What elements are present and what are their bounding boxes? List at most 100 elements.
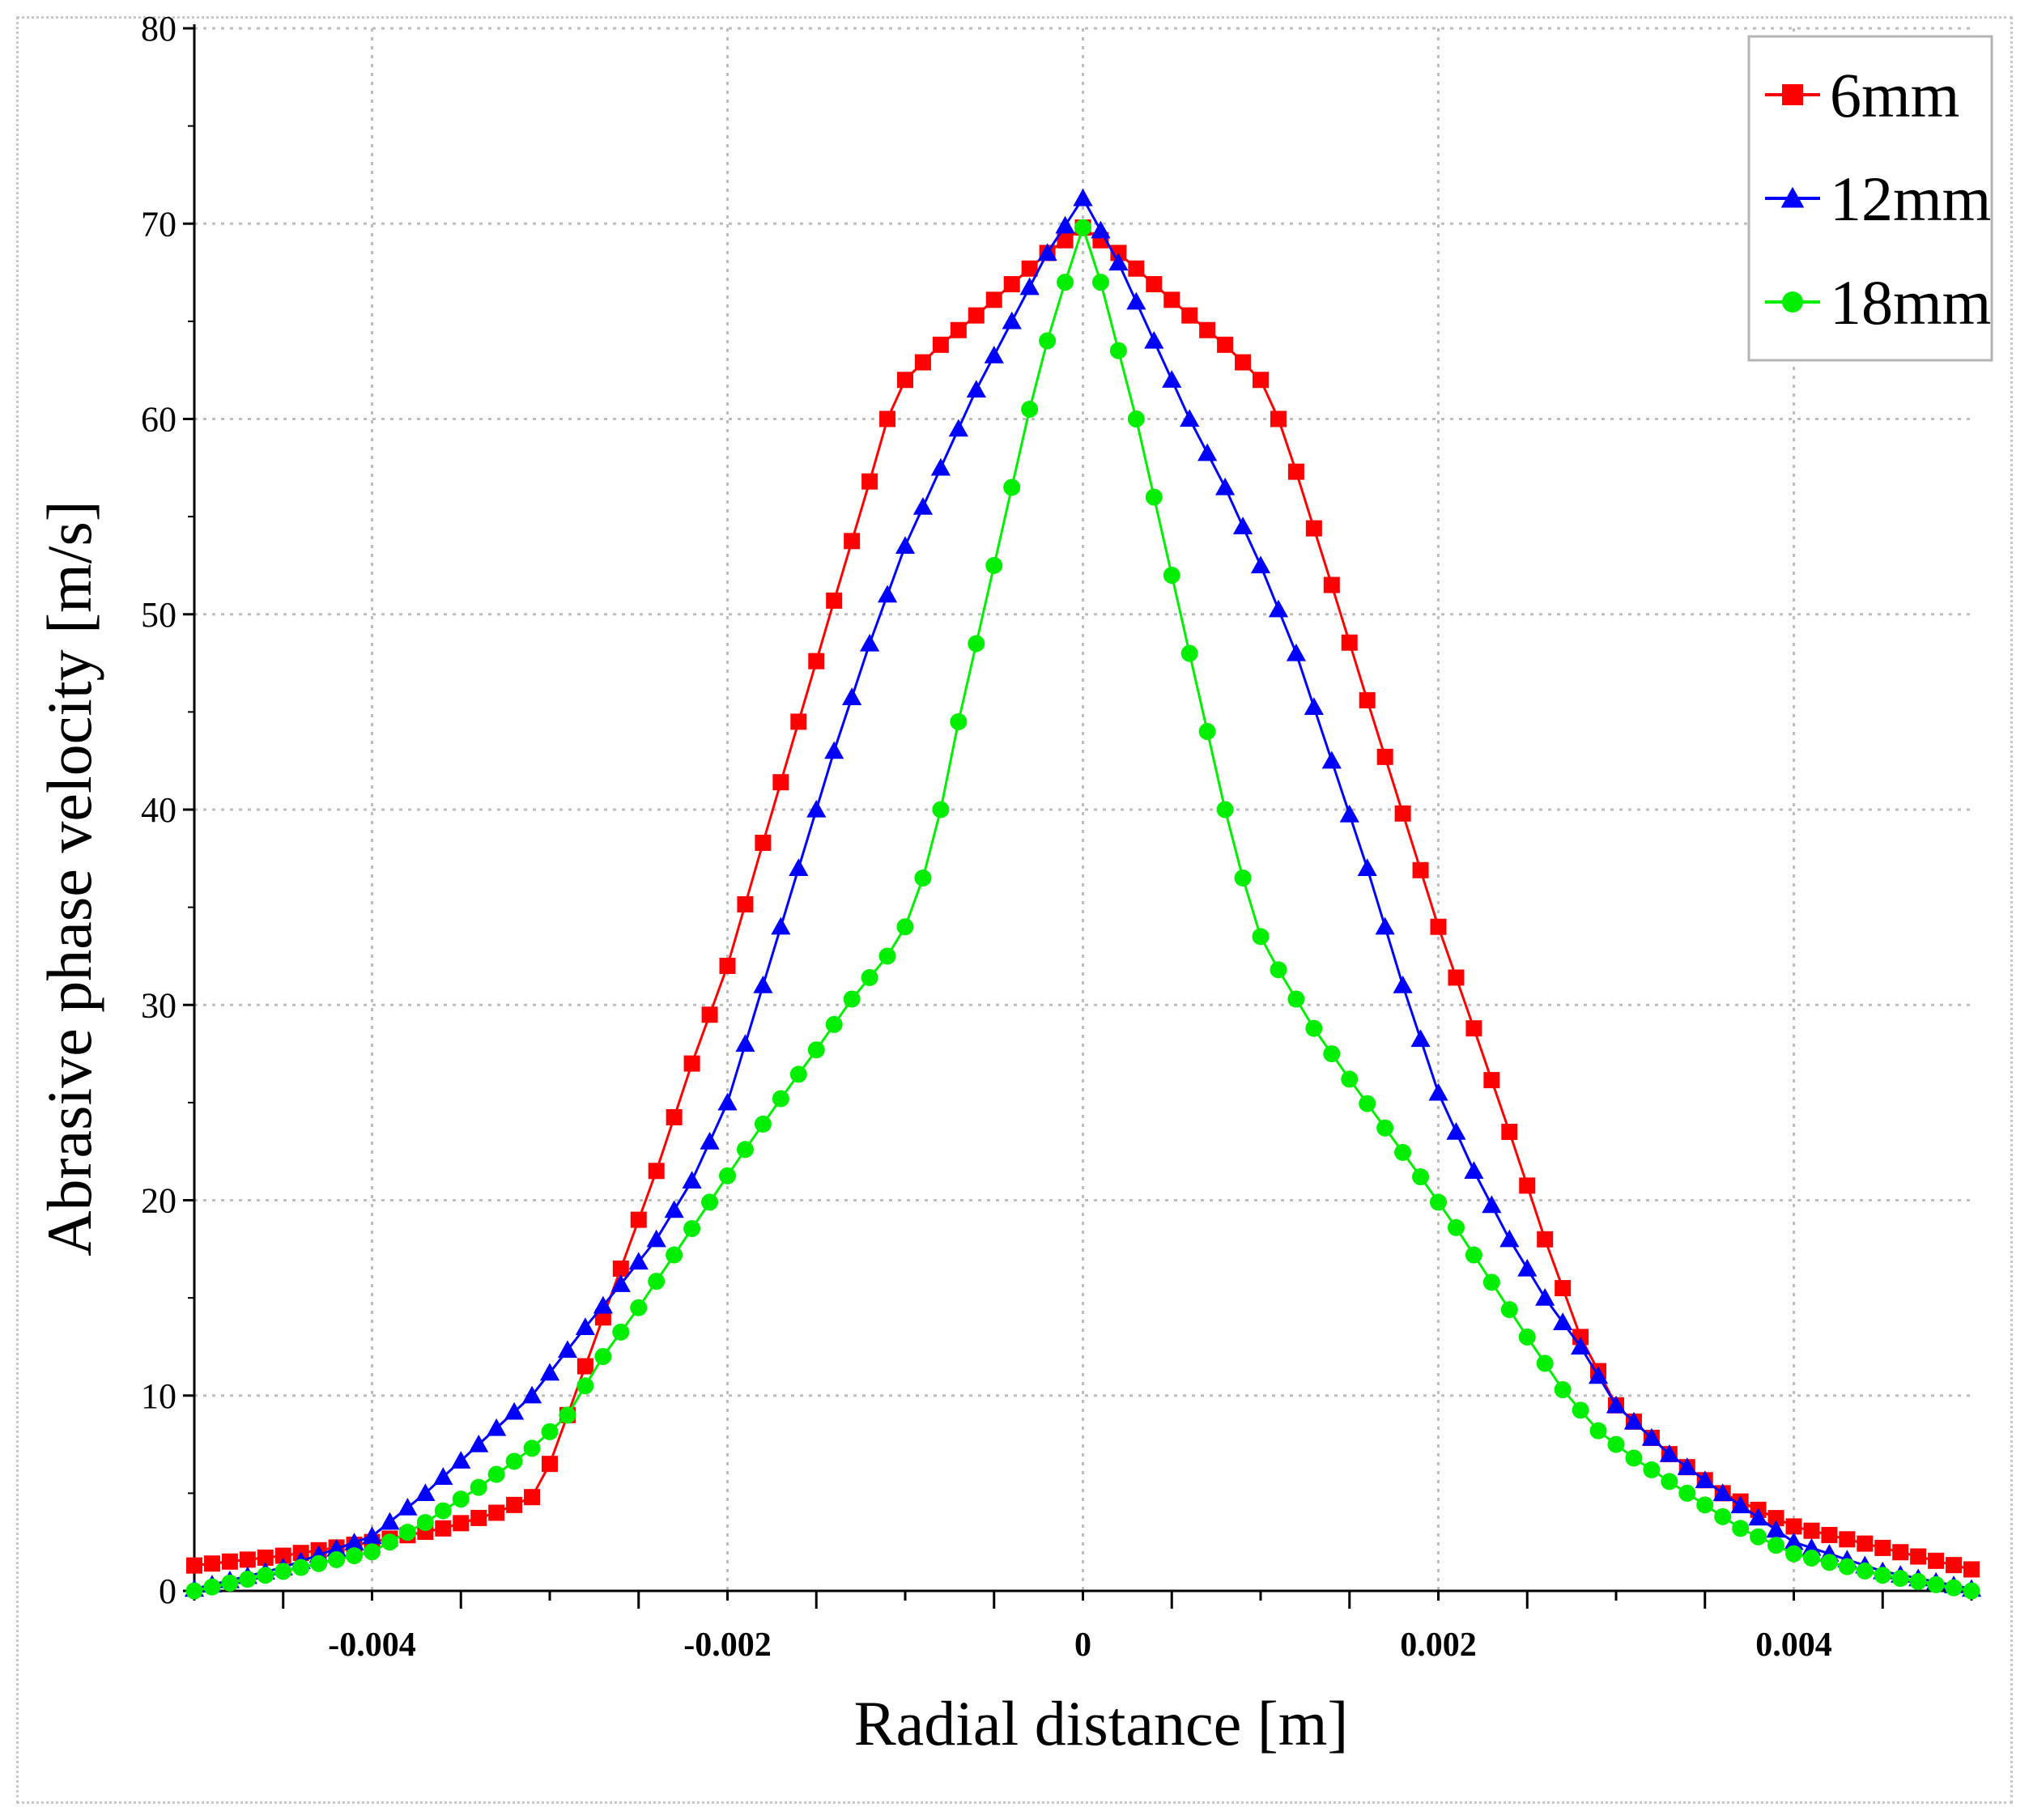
y-tick-label: 0 xyxy=(159,1571,177,1611)
y-tick-label: 60 xyxy=(141,400,177,440)
data-point xyxy=(1536,1354,1554,1372)
data-point xyxy=(879,410,896,427)
data-point xyxy=(576,1377,594,1395)
data-point xyxy=(735,1034,755,1052)
data-point xyxy=(1447,1218,1465,1236)
data-point xyxy=(1482,1195,1502,1214)
data-point xyxy=(1839,1531,1856,1548)
data-point xyxy=(1305,1019,1323,1037)
data-point xyxy=(1037,243,1057,262)
data-point xyxy=(1446,1121,1466,1140)
data-point xyxy=(221,1574,239,1592)
data-point xyxy=(914,354,931,371)
data-point xyxy=(1359,691,1376,708)
data-point xyxy=(1109,342,1127,359)
data-point xyxy=(310,1554,328,1572)
data-point xyxy=(1304,697,1324,716)
data-point xyxy=(1074,219,1091,236)
data-point xyxy=(719,1167,736,1184)
y-tick-label: 40 xyxy=(141,790,177,830)
data-point xyxy=(648,1273,666,1291)
data-point xyxy=(1250,555,1271,574)
data-point xyxy=(505,1452,523,1470)
data-point xyxy=(488,1504,505,1521)
data-point xyxy=(948,419,968,437)
data-point xyxy=(808,653,825,670)
data-point xyxy=(1216,801,1234,819)
data-point xyxy=(1661,1473,1678,1490)
data-point xyxy=(326,1538,347,1557)
data-point xyxy=(1448,969,1465,986)
y-axis-label: Abrasive phase velocity [m/s] xyxy=(34,500,104,1257)
data-point xyxy=(664,1200,684,1218)
data-point xyxy=(826,592,843,609)
data-point xyxy=(1465,1020,1482,1037)
data-point xyxy=(1659,1444,1679,1462)
data-point xyxy=(1501,1124,1518,1141)
data-point xyxy=(1057,232,1074,249)
data-point xyxy=(844,533,861,550)
legend-entry-6mm: 6mm xyxy=(1765,60,1959,130)
data-point xyxy=(1553,1312,1573,1330)
data-point xyxy=(1625,1449,1643,1467)
data-point xyxy=(1057,274,1074,291)
x-tick-label: 0.004 xyxy=(1755,1627,1832,1664)
x-axis-label: Radial distance [m] xyxy=(854,1688,1349,1758)
data-point xyxy=(1517,1258,1538,1277)
data-point xyxy=(557,1340,578,1359)
data-point xyxy=(239,1551,256,1568)
data-point xyxy=(1499,1229,1520,1248)
data-point xyxy=(1482,1274,1500,1291)
data-point xyxy=(539,1363,560,1381)
data-point xyxy=(1234,869,1252,887)
data-point xyxy=(1767,1537,1785,1554)
data-point xyxy=(1857,1535,1874,1552)
data-point xyxy=(1607,1435,1625,1453)
data-point xyxy=(968,635,985,653)
data-point xyxy=(628,1252,649,1270)
data-point xyxy=(612,1323,630,1341)
data-point xyxy=(736,1141,754,1159)
data-point xyxy=(1002,311,1022,330)
data-point xyxy=(398,1497,418,1516)
data-point xyxy=(1874,1567,1891,1584)
legend-label: 12mm xyxy=(1830,164,1991,234)
data-point xyxy=(666,1108,683,1125)
data-point xyxy=(542,1456,558,1473)
series-18mm xyxy=(185,219,1980,1600)
data-point xyxy=(1927,1575,1945,1593)
axes: 0 10 20 30 40 50 60 70 80 -0.004 -0.002 0 0.002 0.004 xyxy=(141,9,1973,1664)
data-point xyxy=(1891,1570,1909,1588)
series-line-6mm xyxy=(194,226,1972,1571)
data-point xyxy=(487,1465,505,1483)
data-point xyxy=(274,1547,291,1564)
data-point xyxy=(932,801,950,819)
data-point xyxy=(610,1274,631,1292)
data-point xyxy=(1838,1558,1856,1575)
data-point xyxy=(1874,1539,1891,1556)
data-point xyxy=(683,1055,700,1072)
data-point xyxy=(186,1557,202,1574)
data-point xyxy=(772,774,789,791)
legend: 6mm 12mm 18mm xyxy=(1747,35,1993,362)
data-point xyxy=(1465,1246,1482,1264)
data-point xyxy=(1253,372,1269,389)
data-point xyxy=(896,918,914,936)
data-point xyxy=(630,1211,647,1228)
data-point xyxy=(824,741,844,759)
data-point xyxy=(521,1385,542,1404)
data-point xyxy=(682,1171,702,1189)
data-point xyxy=(203,1555,220,1572)
data-point xyxy=(1766,1520,1786,1538)
data-point xyxy=(648,1163,665,1180)
data-point xyxy=(470,1478,487,1496)
data-point xyxy=(1232,517,1253,534)
data-point xyxy=(1588,1366,1609,1384)
data-point xyxy=(1535,1288,1555,1306)
data-point xyxy=(825,1015,843,1033)
data-point xyxy=(790,713,807,730)
data-point xyxy=(257,1567,274,1584)
legend-label: 6mm xyxy=(1830,60,1959,130)
data-point xyxy=(1412,861,1429,878)
data-point xyxy=(1217,336,1234,353)
